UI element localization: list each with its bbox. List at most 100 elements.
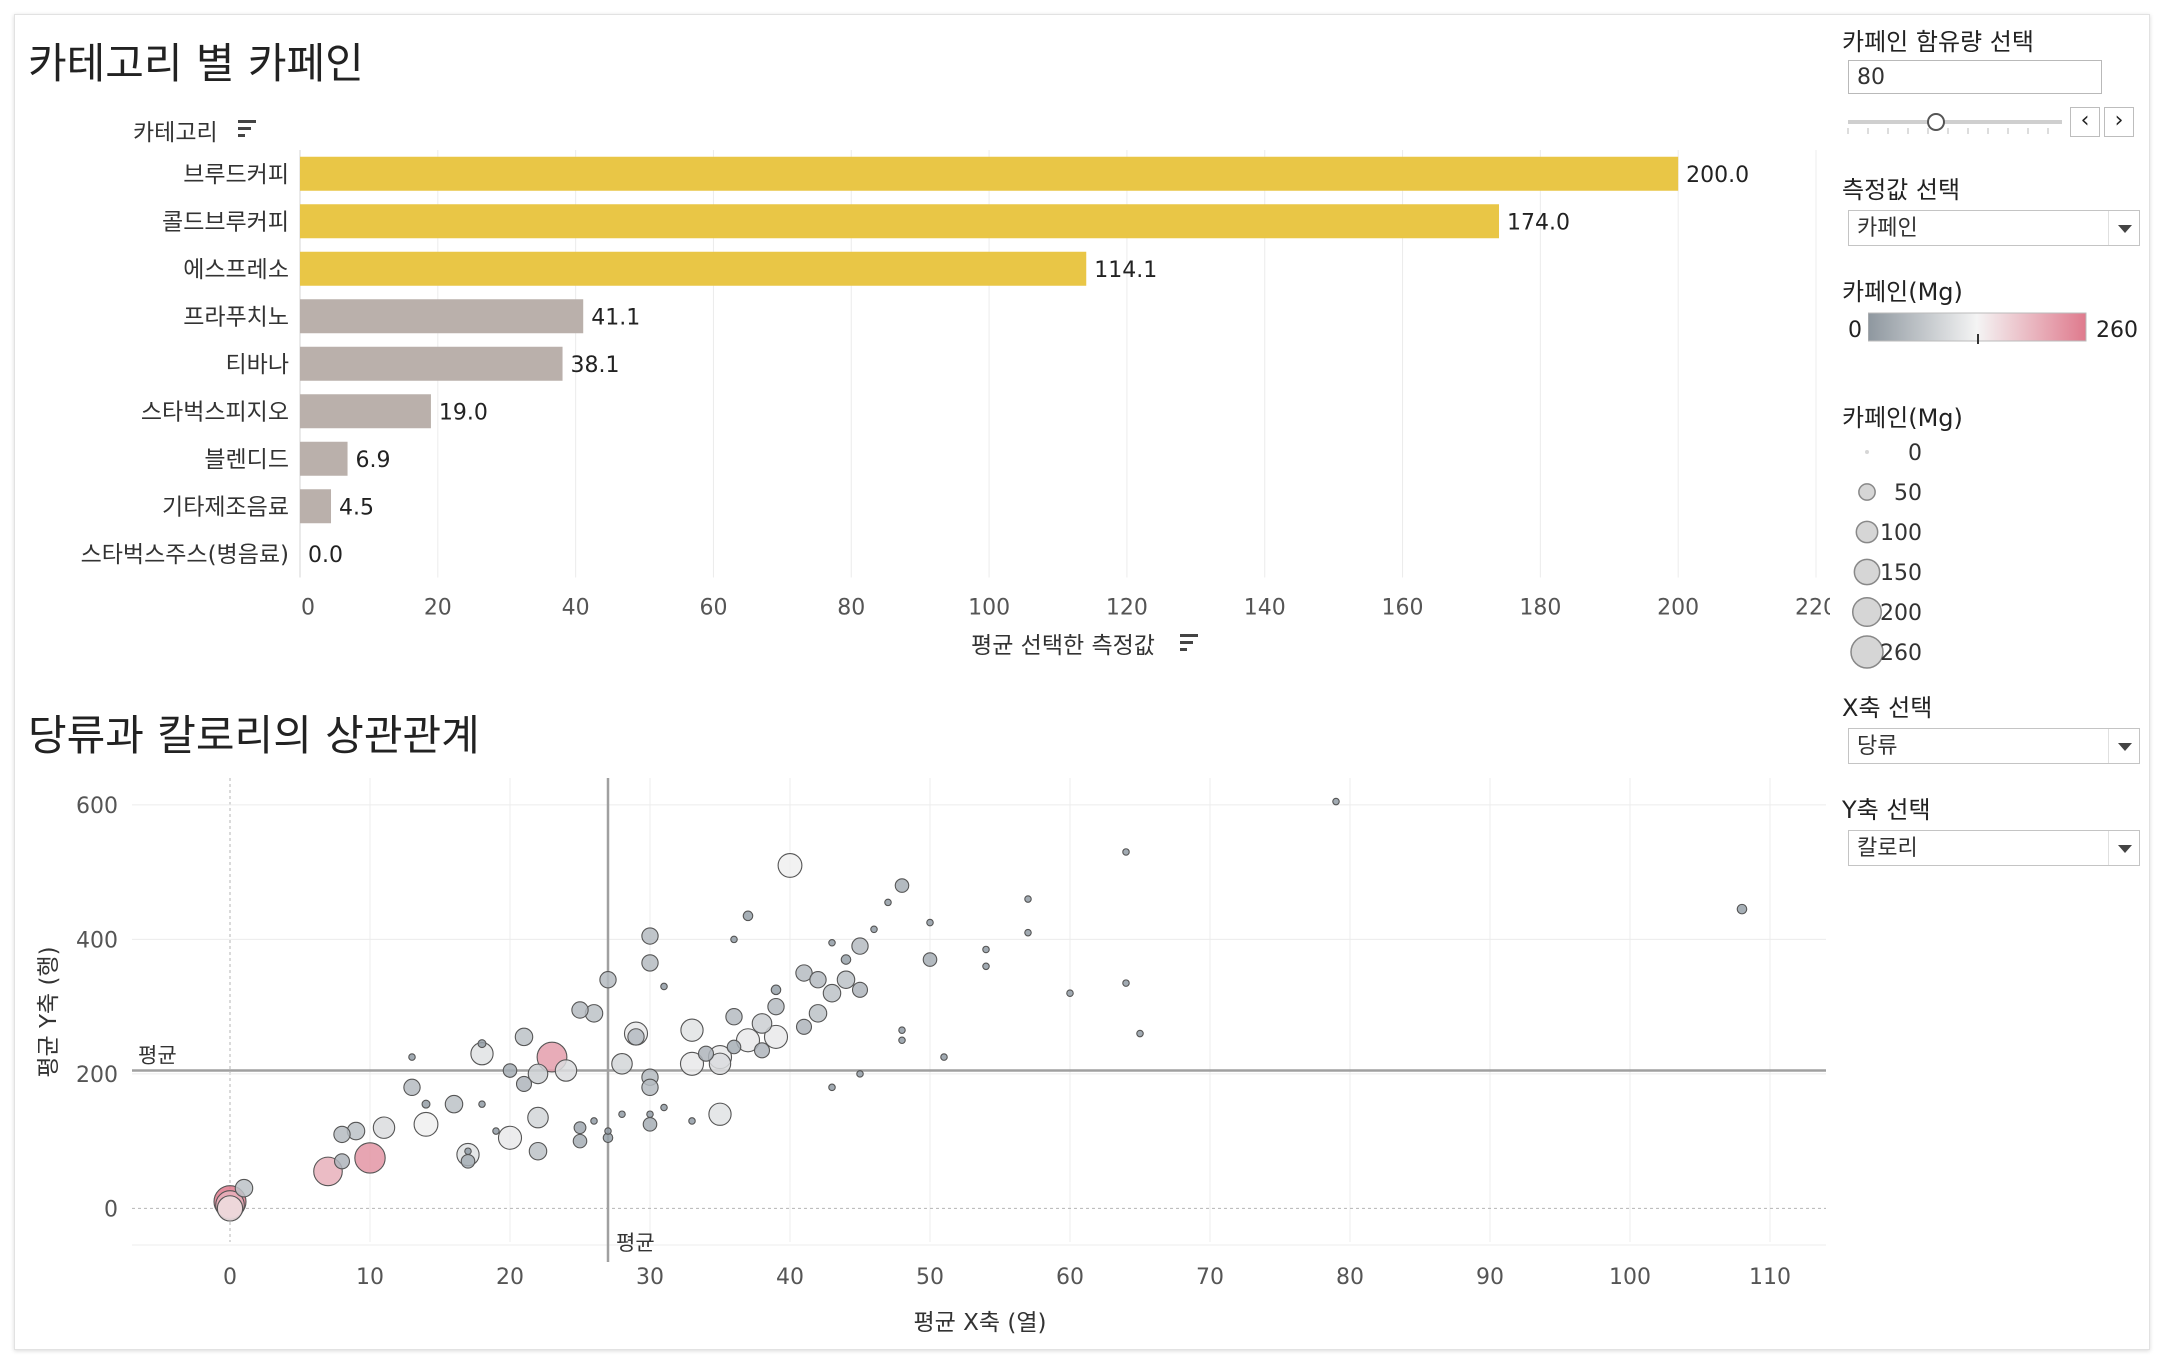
scatter-point[interactable] bbox=[822, 983, 842, 1003]
scatter-point[interactable] bbox=[795, 964, 813, 982]
measure-select[interactable]: 카페인 bbox=[1848, 210, 2140, 246]
scatter-point[interactable] bbox=[234, 1178, 254, 1198]
scatter-point[interactable] bbox=[333, 1153, 351, 1170]
scatter-point[interactable] bbox=[1136, 1029, 1144, 1038]
scatter-point[interactable] bbox=[828, 938, 836, 947]
scatter-point[interactable] bbox=[982, 962, 990, 971]
scatter-point[interactable] bbox=[1122, 848, 1130, 856]
sort-icon[interactable] bbox=[1180, 634, 1198, 651]
scatter-point[interactable] bbox=[627, 1028, 645, 1046]
scatter-point[interactable] bbox=[1736, 903, 1748, 915]
scatter-point[interactable] bbox=[333, 1125, 351, 1144]
scatter-point[interactable] bbox=[1024, 928, 1032, 937]
bar-category-label[interactable]: 프라푸치노 bbox=[183, 304, 289, 330]
scatter-point[interactable] bbox=[982, 945, 990, 954]
scatter-point[interactable] bbox=[940, 1053, 948, 1061]
scatter-point[interactable] bbox=[680, 1018, 704, 1042]
scatter-point[interactable] bbox=[573, 1121, 587, 1135]
scatter-point[interactable] bbox=[926, 918, 934, 927]
bar-category-label[interactable]: 스타벅스주스(병음료) bbox=[81, 542, 289, 568]
sort-icon[interactable] bbox=[238, 120, 256, 137]
y-axis-select[interactable]: 칼로리 bbox=[1848, 830, 2140, 866]
bar[interactable] bbox=[300, 394, 431, 429]
scatter-point[interactable] bbox=[527, 1063, 549, 1085]
scatter-point[interactable] bbox=[679, 1051, 705, 1076]
scatter-point[interactable] bbox=[1024, 895, 1032, 903]
scatter-point[interactable] bbox=[460, 1153, 476, 1169]
scatter-point[interactable] bbox=[730, 935, 738, 944]
scatter-point[interactable] bbox=[870, 925, 878, 934]
scatter-point[interactable] bbox=[478, 1100, 486, 1108]
scatter-point[interactable] bbox=[1122, 979, 1130, 987]
scatter-point[interactable] bbox=[421, 1099, 431, 1109]
scatter-point[interactable] bbox=[604, 1127, 612, 1135]
scatter-point[interactable] bbox=[528, 1141, 548, 1161]
scatter-point[interactable] bbox=[497, 1125, 523, 1150]
scatter-point[interactable] bbox=[851, 981, 869, 998]
scatter-point[interactable] bbox=[642, 1117, 658, 1132]
caffeine-slider[interactable] bbox=[1846, 110, 2066, 138]
bar-category-label[interactable]: 브루드커피 bbox=[183, 162, 289, 188]
scatter-point[interactable] bbox=[894, 878, 910, 893]
scatter-point[interactable] bbox=[708, 1052, 732, 1076]
scatter-point[interactable] bbox=[898, 1026, 906, 1034]
scatter-point[interactable] bbox=[1066, 989, 1074, 997]
scatter-point[interactable] bbox=[763, 1024, 789, 1049]
bar-category-label[interactable]: 에스프레소 bbox=[183, 257, 289, 283]
scatter-point[interactable] bbox=[641, 1078, 659, 1097]
scatter-point[interactable] bbox=[751, 1013, 773, 1034]
scatter-point[interactable] bbox=[795, 1018, 813, 1035]
bar-category-label[interactable]: 티바나 bbox=[226, 352, 289, 378]
scatter-point[interactable] bbox=[590, 1117, 598, 1125]
scatter-point[interactable] bbox=[660, 1103, 668, 1112]
bar[interactable] bbox=[300, 299, 584, 334]
scatter-point[interactable] bbox=[554, 1059, 578, 1082]
scatter-point[interactable] bbox=[641, 927, 659, 945]
bar[interactable] bbox=[300, 489, 332, 524]
bar[interactable] bbox=[300, 204, 1500, 239]
scatter-point[interactable] bbox=[725, 1008, 743, 1026]
scatter-point[interactable] bbox=[408, 1053, 416, 1061]
scatter-point[interactable] bbox=[618, 1110, 626, 1119]
chevron-down-icon[interactable] bbox=[2108, 729, 2139, 763]
chevron-down-icon[interactable] bbox=[2108, 211, 2139, 245]
scatter-point[interactable] bbox=[403, 1078, 421, 1097]
scatter-point[interactable] bbox=[856, 1070, 864, 1078]
scatter-point[interactable] bbox=[413, 1111, 439, 1137]
scatter-point[interactable] bbox=[1332, 797, 1340, 806]
bar[interactable] bbox=[300, 441, 348, 476]
scatter-point[interactable] bbox=[502, 1063, 518, 1078]
scatter-point[interactable] bbox=[464, 1147, 472, 1155]
scatter-point[interactable] bbox=[922, 952, 938, 967]
scatter-point[interactable] bbox=[851, 937, 869, 955]
bar-category-label[interactable]: 스타벅스피지오 bbox=[141, 399, 289, 425]
scatter-point[interactable] bbox=[840, 954, 852, 965]
scatter-point[interactable] bbox=[726, 1039, 742, 1055]
prev-button[interactable]: ‹ bbox=[2070, 107, 2100, 137]
scatter-point[interactable] bbox=[688, 1117, 696, 1125]
scatter-point[interactable] bbox=[660, 982, 668, 991]
scatter-point[interactable] bbox=[898, 1036, 906, 1045]
scatter-point[interactable] bbox=[527, 1106, 549, 1129]
bar-category-label[interactable]: 기타제조음료 bbox=[162, 494, 289, 520]
bar[interactable] bbox=[300, 251, 1087, 286]
scatter-point[interactable] bbox=[809, 971, 827, 989]
scatter-point[interactable] bbox=[836, 970, 856, 990]
scatter-point[interactable] bbox=[515, 1075, 533, 1093]
scatter-point[interactable] bbox=[571, 1001, 589, 1019]
scatter-point[interactable] bbox=[770, 984, 782, 996]
scatter-point[interactable] bbox=[646, 1110, 654, 1119]
next-button[interactable]: › bbox=[2104, 107, 2134, 137]
scatter-point[interactable] bbox=[828, 1083, 836, 1092]
x-axis-select[interactable]: 당류 bbox=[1848, 728, 2140, 764]
scatter-point[interactable] bbox=[777, 852, 803, 878]
scatter-point[interactable] bbox=[492, 1127, 500, 1135]
scatter-point[interactable] bbox=[611, 1053, 633, 1075]
scatter-point[interactable] bbox=[767, 997, 785, 1016]
slider-handle[interactable] bbox=[1927, 113, 1945, 131]
scatter-point[interactable] bbox=[697, 1045, 715, 1062]
scatter-point[interactable] bbox=[572, 1133, 588, 1149]
scatter-point[interactable] bbox=[808, 1004, 828, 1023]
scatter-point[interactable] bbox=[444, 1094, 464, 1114]
scatter-point[interactable] bbox=[708, 1102, 732, 1126]
